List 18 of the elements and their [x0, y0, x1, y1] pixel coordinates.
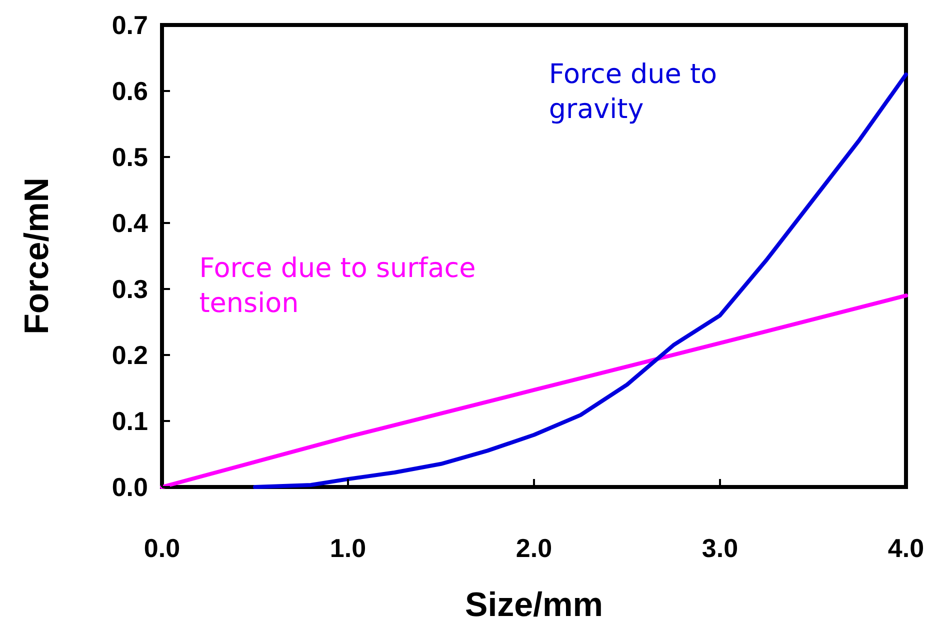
x-tick-label: 1.0 [330, 533, 366, 563]
x-axis-title: Size/mm [465, 586, 603, 622]
y-tick-label: 0.3 [112, 274, 148, 304]
y-tick-label: 0.5 [112, 142, 148, 172]
y-tick-label: 0.7 [112, 10, 148, 40]
text: Force due to surface tension [199, 253, 476, 320]
x-tick-label: 4.0 [888, 533, 924, 563]
y-tick-label: 0.2 [112, 340, 148, 370]
text: Force due to gravity [548, 59, 718, 126]
y-tick-label: 0.4 [112, 208, 149, 238]
y-axis-title: Force/mN [18, 178, 56, 334]
y-tick-label: 0.6 [112, 76, 148, 106]
x-tick-label: 0.0 [144, 533, 180, 563]
line-series [160, 294, 908, 489]
x-tick-label: 2.0 [516, 533, 552, 563]
y-tick-label: 0.0 [112, 472, 148, 502]
x-tick-label: 3.0 [702, 533, 738, 563]
y-tick-label: 0.1 [112, 406, 148, 436]
